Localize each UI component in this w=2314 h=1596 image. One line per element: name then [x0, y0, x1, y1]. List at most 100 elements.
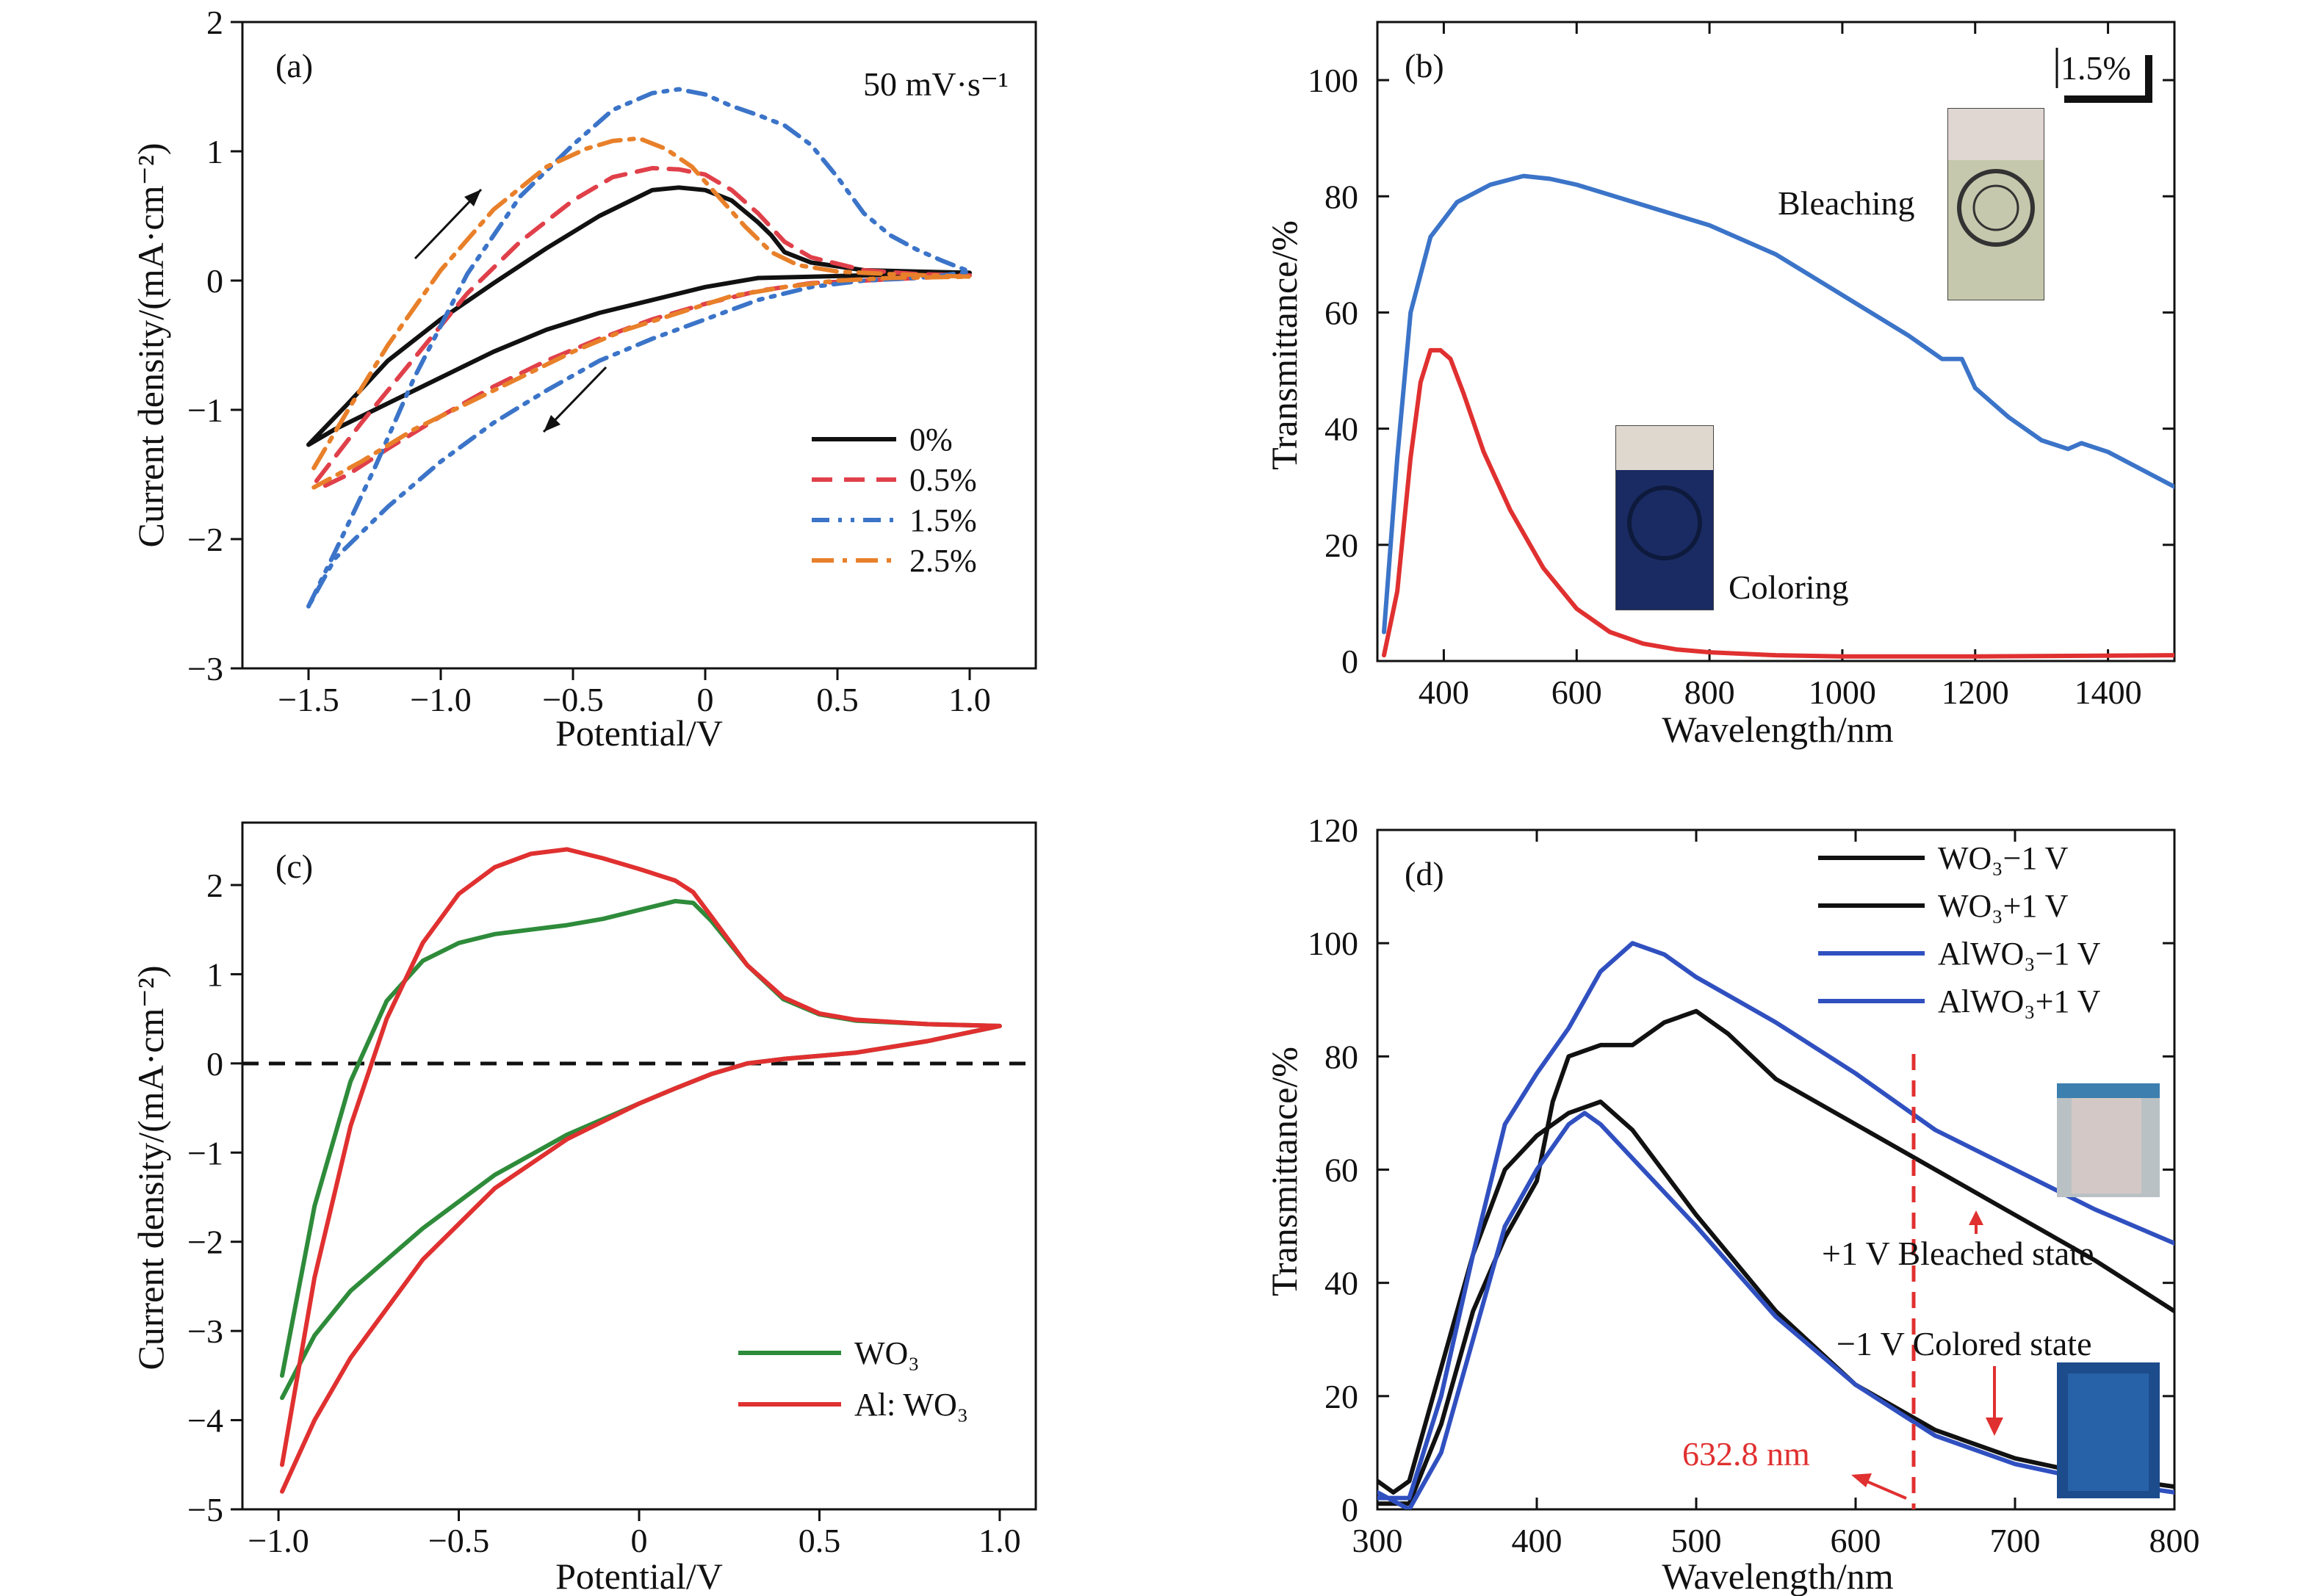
x-tick-label: 1.0 [978, 1522, 1021, 1559]
y-tick-label: 60 [1324, 1152, 1358, 1189]
x-tick-label: 1200 [1942, 674, 2009, 711]
panel-d-632nm-arrow-head [1851, 1473, 1872, 1487]
series-line-1 [1377, 1099, 2174, 1495]
x-tick-label: 800 [1684, 674, 1735, 711]
legend-label: 0% [909, 422, 953, 458]
y-tick-label: 2 [206, 4, 223, 41]
x-tick-label: 800 [2149, 1522, 2200, 1559]
x-tick-label: 700 [1990, 1522, 2041, 1559]
panel-c-x-axis-title: Potential/V [555, 1556, 723, 1596]
x-tick-label: 0 [697, 681, 714, 718]
series-line-4 [311, 136, 972, 490]
panel-b-bleached-sample-photo [1947, 108, 2044, 300]
legend-label: WO₃+1 V [1938, 888, 2069, 924]
panel-d-colored-state-label: −1 V Colored state [1837, 1325, 2092, 1362]
panel-b: 400 600 800 1000 1200 1400 0 20 40 60 80 100 (b) 1.… [1264, 21, 2176, 750]
panel-d-label: (d) [1405, 855, 1444, 892]
series-line-4 [1377, 941, 2174, 1501]
y-tick-label: 0 [206, 262, 223, 300]
series-line-2 [314, 165, 972, 493]
panel-b-label: (b) [1405, 47, 1444, 84]
series-line-1 [1382, 173, 2174, 635]
panel-a-legend: 0% 0.5% 1.5% 2.5% [812, 422, 977, 579]
panel-d-series-lines [1377, 941, 2174, 1509]
panel-d-colored-sample-photo [2057, 1362, 2160, 1498]
y-tick-label: 80 [1324, 1038, 1358, 1075]
y-tick-label: −2 [187, 521, 223, 558]
x-tick-label: −0.5 [428, 1522, 489, 1559]
panel-b-doping-label: 1.5% [2061, 49, 2131, 87]
series-line-3 [1377, 1111, 2174, 1509]
y-tick-label: −1 [187, 1134, 223, 1171]
legend-label: AlWO₃+1 V [1938, 983, 2101, 1019]
panel-b-plot-frame [1376, 21, 2176, 662]
panel-c-series-lines [280, 847, 1002, 1494]
panel-d-bleached-arrow-head [1969, 1210, 1983, 1225]
x-tick-label: −0.5 [542, 681, 603, 718]
y-tick-label: 0 [206, 1045, 223, 1083]
x-tick-label: 1000 [1809, 674, 1876, 711]
x-tick-label: 0.5 [799, 1522, 841, 1559]
panel-b-scale-bar [2064, 55, 2152, 103]
panel-d: 300 400 500 600 700 800 0 20 40 60 80 100 120 (d) 63… [1264, 812, 2200, 1596]
panel-b-coloring-label: Coloring [1729, 568, 1849, 606]
x-tick-label: 600 [1831, 1522, 1881, 1559]
panel-d-632nm-label: 632.8 nm [1682, 1435, 1810, 1473]
panel-c-legend: WO₃ Al: WO₃ [738, 1335, 968, 1423]
x-tick-label: −1.0 [248, 1522, 309, 1559]
series-line-2 [1382, 347, 2174, 659]
panel-b-bleaching-label: Bleaching [1778, 184, 1915, 222]
y-tick-label: 20 [1324, 527, 1358, 564]
x-tick-label: −1.0 [410, 681, 471, 718]
panel-b-colored-sample-photo [1615, 425, 1714, 610]
panel-b-x-axis-title: Wavelength/nm [1662, 709, 1893, 750]
y-tick-label: 40 [1324, 1265, 1358, 1302]
panel-a-ticks: −1.5 −1.0 −0.5 0 0.5 1.0 −3 −2 −1 0 1 2 [187, 4, 991, 718]
legend-label: 2.5% [909, 543, 977, 579]
y-tick-label: −4 [187, 1402, 223, 1440]
panel-d-x-axis-title: Wavelength/nm [1662, 1556, 1893, 1596]
x-tick-label: −1.5 [278, 681, 339, 718]
panel-b-y-axis-title: Transmittance/% [1264, 220, 1305, 470]
panel-d-legend: WO₃−1 V WO₃+1 V AlWO₃−1 V AlWO₃+1 V [1818, 840, 2101, 1019]
panel-c-label: (c) [275, 848, 313, 885]
y-tick-label: 40 [1324, 411, 1358, 448]
series-line-2 [280, 847, 1002, 1494]
y-tick-label: 0 [1341, 643, 1358, 680]
legend-label: Al: WO₃ [854, 1387, 968, 1423]
x-tick-label: 1.0 [948, 681, 991, 718]
y-tick-label: −5 [187, 1491, 223, 1528]
x-tick-label: 0.5 [816, 681, 859, 718]
panel-a-reverse-scan-arrow-head [544, 415, 561, 432]
y-tick-label: −3 [187, 650, 223, 687]
y-tick-label: 120 [1308, 812, 1358, 849]
panel-d-colored-arrow-head [1986, 1418, 2003, 1436]
panel-a-label: (a) [275, 47, 313, 84]
series-line-2 [1377, 1008, 2174, 1506]
y-tick-label: 0 [1341, 1491, 1358, 1528]
y-tick-label: −3 [187, 1312, 223, 1350]
x-tick-label: 500 [1671, 1522, 1722, 1559]
y-tick-label: 80 [1324, 178, 1358, 215]
legend-label: 1.5% [909, 502, 977, 538]
panel-c-ticks: −1.0 −0.5 0 0.5 1.0 −5 −4 −3 −2 −1 0 1 2 [187, 867, 1021, 1559]
panel-a-x-axis-title: Potential/V [555, 712, 723, 754]
y-tick-label: −2 [187, 1224, 223, 1261]
panel-d-ticks: 300 400 500 600 700 800 0 20 40 60 80 100 120 [1308, 812, 2200, 1559]
panel-c-y-axis-title: Current density/(mA·cm⁻²) [130, 966, 171, 1371]
x-tick-label: 300 [1352, 1522, 1403, 1559]
x-tick-label: 1400 [2075, 674, 2142, 711]
series-line-3 [306, 87, 972, 609]
x-tick-label: 400 [1419, 674, 1469, 711]
panel-d-bleached-state-label: +1 V Bleached state [1822, 1235, 2094, 1272]
y-tick-label: 100 [1308, 925, 1358, 962]
y-tick-label: 100 [1308, 62, 1358, 99]
y-tick-label: 1 [206, 133, 223, 170]
x-tick-label: 400 [1512, 1522, 1563, 1559]
legend-label: WO₃−1 V [1938, 840, 2069, 876]
x-tick-label: 600 [1551, 674, 1602, 711]
panel-a-y-axis-title: Current density/(mA·cm⁻²) [130, 143, 171, 548]
panel-a-plot-frame [241, 21, 1037, 670]
